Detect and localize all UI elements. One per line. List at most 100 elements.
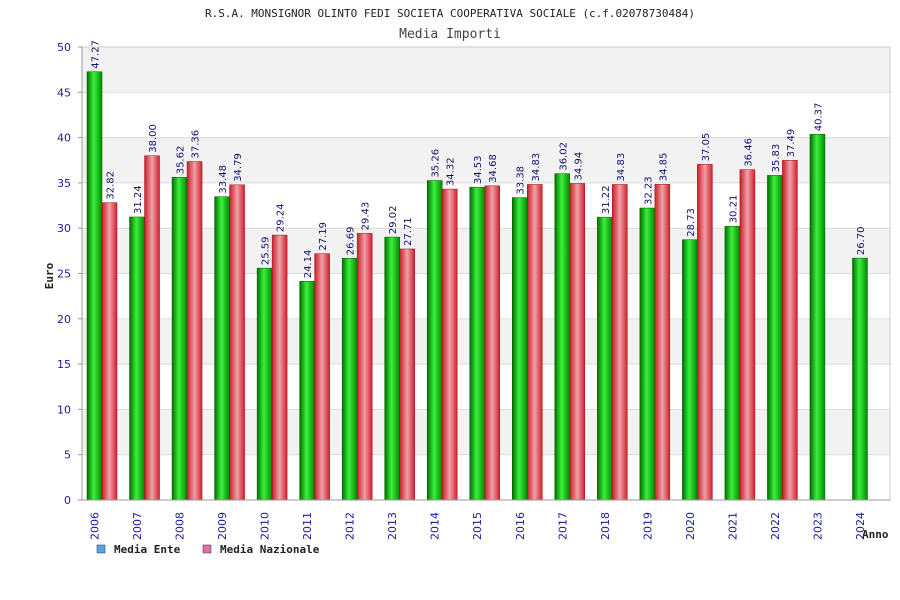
bar-media-ente-2019 <box>639 207 656 501</box>
value-label: 26.70 <box>856 226 867 255</box>
value-label: 40.37 <box>813 103 824 132</box>
plot-band <box>82 137 890 183</box>
bar-media-nazionale-2006 <box>101 202 118 501</box>
bar-media-nazionale-2015 <box>484 185 500 501</box>
value-label: 34.85 <box>658 153 669 182</box>
x-tick-label: 2017 <box>556 512 569 540</box>
x-tick-label: 2020 <box>684 512 697 540</box>
plot-band <box>82 92 890 138</box>
value-label: 24.14 <box>303 250 314 279</box>
bar-media-ente-2020 <box>682 239 698 501</box>
y-tick-label: 40 <box>57 132 71 145</box>
value-label: 31.22 <box>601 186 612 215</box>
y-axis: 0 5 10 15 20 25 30 35 40 45 50 <box>57 41 83 507</box>
y-tick-label: 35 <box>57 177 71 190</box>
x-tick-label: 2015 <box>471 512 484 540</box>
bar-media-ente-2018 <box>597 216 613 501</box>
x-tick-label: 2006 <box>89 512 102 540</box>
x-tick-label: 2018 <box>599 512 612 540</box>
y-tick-label: 25 <box>57 268 71 281</box>
bar-media-ente-2015 <box>469 186 485 501</box>
x-axis: 2006 2007 2008 2009 2010 2011 2012 2013 2014 2015… <box>82 499 890 540</box>
value-label: 32.23 <box>643 176 654 205</box>
bar-media-ente-2014 <box>426 180 443 501</box>
bar-media-ente-2006 <box>86 71 103 501</box>
bar-media-nazionale-2022 <box>782 160 798 501</box>
x-tick-label: 2013 <box>386 512 399 540</box>
value-label: 34.94 <box>573 152 584 181</box>
value-label: 36.02 <box>558 142 569 171</box>
x-tick-label: 2012 <box>344 512 357 540</box>
bar-media-nazionale-2007 <box>144 155 160 501</box>
bar-media-ente-2021 <box>724 226 741 501</box>
value-label: 36.46 <box>743 138 754 167</box>
value-label: 26.69 <box>346 227 357 256</box>
value-label: 35.83 <box>771 144 782 173</box>
value-label: 37.36 <box>191 130 202 159</box>
bar-media-ente-2010 <box>256 267 273 501</box>
bar-media-nazionale-2016 <box>527 184 543 501</box>
value-label: 29.43 <box>361 202 372 231</box>
y-tick-label: 15 <box>57 358 71 371</box>
x-tick-label: 2024 <box>854 512 867 540</box>
value-label: 31.24 <box>133 185 144 214</box>
value-label: 32.82 <box>106 171 117 200</box>
bar-media-nazionale-2013 <box>399 248 415 501</box>
bar-media-ente-2023 <box>809 133 826 501</box>
y-tick-label: 0 <box>64 494 71 507</box>
value-label: 38.00 <box>148 124 159 153</box>
bar-media-nazionale-2010 <box>271 234 288 501</box>
y-tick-label: 20 <box>57 313 71 326</box>
x-tick-label: 2007 <box>131 512 144 540</box>
value-label: 34.32 <box>446 157 457 186</box>
x-tick-label: 2022 <box>769 512 782 540</box>
legend: Media Ente Media Nazionale <box>96 543 320 556</box>
x-tick-label: 2021 <box>726 512 739 540</box>
chart-subtitle: Media Importi <box>399 27 501 42</box>
value-label: 27.71 <box>403 217 414 246</box>
value-label: 47.27 <box>91 40 102 69</box>
value-label: 33.38 <box>516 166 527 195</box>
y-tick-label: 30 <box>57 222 71 235</box>
value-label: 37.49 <box>786 129 797 158</box>
bar-media-ente-2022 <box>767 175 783 501</box>
value-label: 30.21 <box>728 195 739 224</box>
value-label: 34.83 <box>616 153 627 182</box>
bar-media-ente-2012 <box>341 257 358 501</box>
value-label: 29.24 <box>276 203 287 232</box>
bar-media-ente-2013 <box>384 236 400 501</box>
chart-title: R.S.A. MONSIGNOR OLINTO FEDI SOCIETA COO… <box>205 7 695 20</box>
bar-media-nazionale-2019 <box>654 184 671 501</box>
value-label: 34.79 <box>233 153 244 182</box>
value-label: 35.62 <box>176 146 187 175</box>
legend-label-media-ente: Media Ente <box>114 543 181 556</box>
value-label: 28.73 <box>686 208 697 237</box>
x-tick-label: 2023 <box>811 512 824 540</box>
x-tick-label: 2009 <box>216 512 229 540</box>
y-axis-label: Euro <box>43 262 56 289</box>
x-tick-label: 2010 <box>259 512 272 540</box>
bar-media-nazionale-2020 <box>697 164 713 501</box>
legend-label-media-nazionale: Media Nazionale <box>220 543 320 556</box>
bar-media-ente-2008 <box>171 177 188 501</box>
bar-media-ente-2009 <box>214 196 230 501</box>
bar-media-nazionale-2017 <box>569 183 586 501</box>
x-tick-label: 2008 <box>174 512 187 540</box>
value-label: 27.19 <box>318 222 329 251</box>
value-label: 33.48 <box>218 165 229 194</box>
x-tick-label: 2019 <box>641 512 654 540</box>
x-tick-label: 2011 <box>301 512 314 540</box>
bar-media-ente-2024 <box>852 257 868 501</box>
x-tick-label: 2014 <box>429 512 442 540</box>
bar-media-nazionale-2018 <box>612 184 628 501</box>
x-tick-label: 2016 <box>514 512 527 540</box>
value-label: 35.26 <box>431 149 442 178</box>
bar-media-ente-2017 <box>554 173 571 501</box>
bar-media-nazionale-2009 <box>229 184 245 501</box>
y-tick-label: 45 <box>57 86 71 99</box>
bar-media-ente-2011 <box>299 281 315 501</box>
bar-media-nazionale-2008 <box>186 161 203 501</box>
bar-media-ente-2007 <box>129 216 145 501</box>
value-label: 25.59 <box>261 237 272 266</box>
